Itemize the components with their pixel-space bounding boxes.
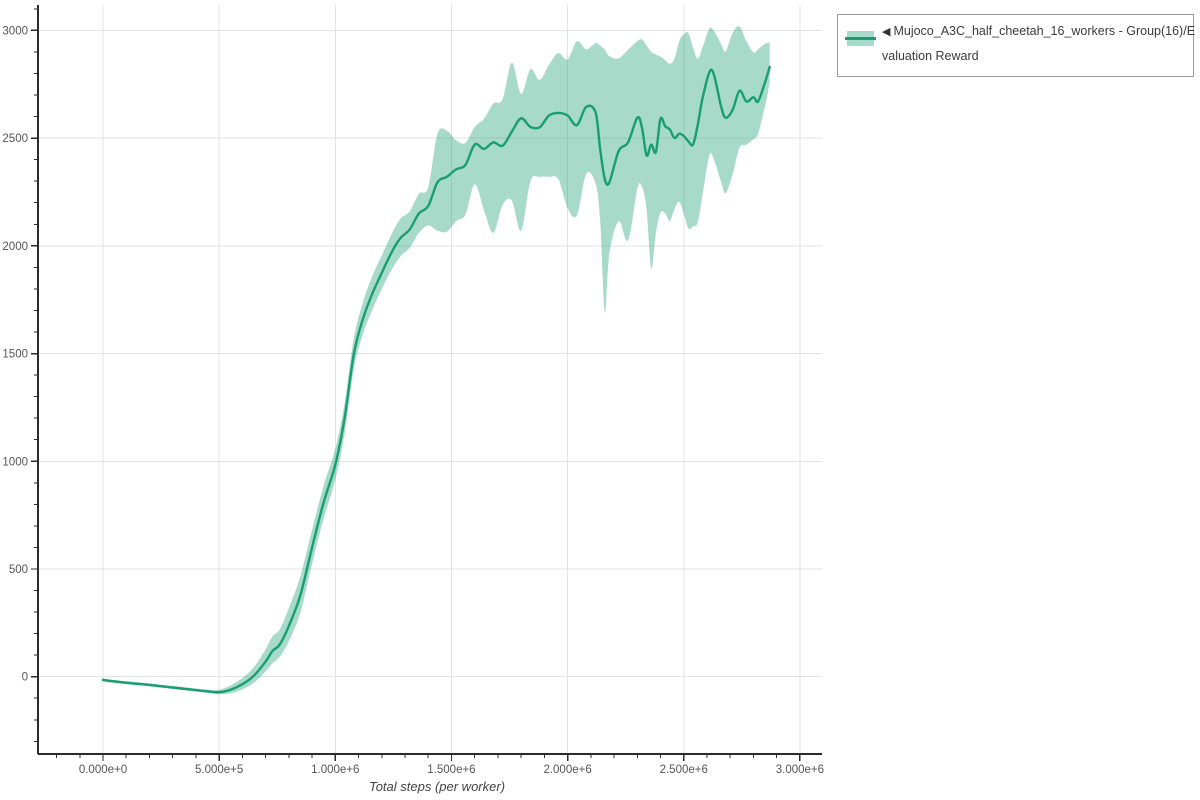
x-tick-label: 2.500e+6 bbox=[660, 764, 708, 776]
legend-swatch-band bbox=[845, 31, 876, 46]
legend-label-line1: Mujoco_A3C_half_cheetah_16_workers - Gro… bbox=[893, 24, 1196, 38]
y-tick-label: 2500 bbox=[2, 133, 28, 145]
y-tick-label: 0 bbox=[22, 672, 28, 684]
y-tick-label: 1500 bbox=[2, 349, 28, 361]
x-tick-label: 5.000e+5 bbox=[195, 764, 243, 776]
legend-label-line2: valuation Reward bbox=[882, 49, 979, 63]
legend-swatch-line-icon bbox=[845, 37, 876, 40]
stddev-band bbox=[103, 26, 770, 695]
x-tick-label: 2.000e+6 bbox=[543, 764, 591, 776]
mean-line bbox=[101, 65, 771, 694]
x-tick-label: 3.000e+6 bbox=[776, 764, 824, 776]
x-tick-label: 1.500e+6 bbox=[427, 764, 475, 776]
legend-label: ◀ Mujoco_A3C_half_cheetah_16_workers - Gr… bbox=[882, 19, 1195, 68]
legend-label-line1-wrap: ◀ Mujoco_A3C_half_cheetah_16_workers - Gr… bbox=[882, 19, 1195, 44]
x-axis-title: Total steps (per worker) bbox=[368, 779, 506, 794]
legend[interactable]: ◀ Mujoco_A3C_half_cheetah_16_workers - Gr… bbox=[837, 14, 1195, 77]
x-tick-label: 0.000e+0 bbox=[79, 764, 127, 776]
legend-collapse-icon[interactable]: ◀ bbox=[882, 26, 891, 38]
y-tick-label: 500 bbox=[9, 564, 28, 576]
x-tick-label: 1.000e+6 bbox=[311, 764, 359, 776]
y-tick-label: 3000 bbox=[2, 25, 28, 37]
y-tick-label: 2000 bbox=[2, 241, 28, 253]
y-tick-label: 1000 bbox=[2, 456, 28, 468]
